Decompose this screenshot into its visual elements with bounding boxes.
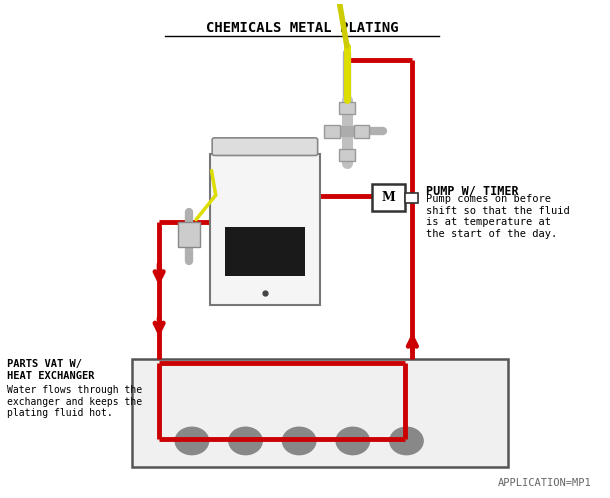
Text: M: M [382, 191, 396, 204]
Circle shape [390, 427, 423, 455]
Bar [324, 125, 340, 138]
Bar [224, 227, 305, 276]
Bar [339, 148, 354, 161]
Bar [354, 125, 370, 138]
Text: PARTS VAT W/
HEAT EXCHANGER: PARTS VAT W/ HEAT EXCHANGER [7, 359, 95, 381]
Text: Pump comes on before
shift so that the fluid
is at temperature at
the start of t: Pump comes on before shift so that the f… [426, 194, 570, 239]
Text: Water flows through the
exchanger and keeps the
plating fluid hot.: Water flows through the exchanger and ke… [7, 385, 142, 418]
Text: PUMP W/ TIMER: PUMP W/ TIMER [426, 185, 518, 198]
Text: CHEMICALS METAL PLATING: CHEMICALS METAL PLATING [206, 21, 398, 35]
Circle shape [175, 427, 209, 455]
FancyBboxPatch shape [212, 138, 318, 155]
Bar [210, 153, 320, 305]
Circle shape [229, 427, 262, 455]
Circle shape [336, 427, 370, 455]
Circle shape [282, 427, 316, 455]
Text: APPLICATION=MP1: APPLICATION=MP1 [497, 478, 591, 488]
Bar [178, 222, 199, 247]
Text: C 18 KW
WATER HEATER
SET TO 145°: C 18 KW WATER HEATER SET TO 145° [228, 158, 303, 192]
Bar [339, 102, 354, 115]
Bar [132, 359, 508, 467]
Bar [373, 184, 405, 211]
Bar [405, 193, 418, 204]
